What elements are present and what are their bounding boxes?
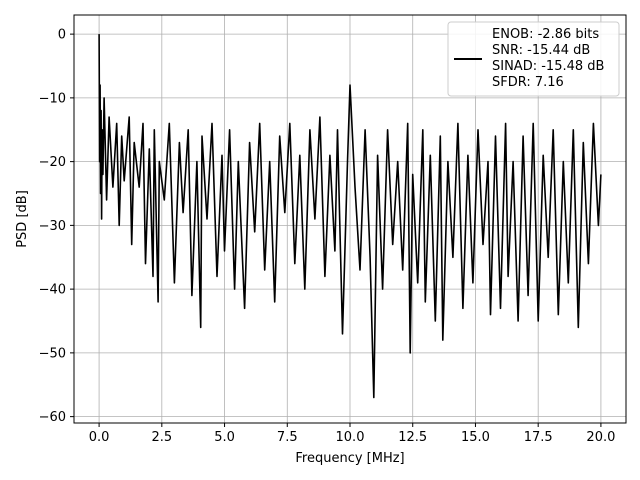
x-tick-label: 7.5 — [277, 430, 298, 445]
y-tick-label: −50 — [39, 346, 66, 361]
x-tick-label: 2.5 — [151, 430, 172, 445]
y-tick-label: −40 — [39, 283, 66, 298]
x-tick-label: 0.0 — [89, 430, 110, 445]
psd-trace — [98, 34, 602, 399]
legend-entry: ENOB: -2.86 bits — [492, 27, 599, 42]
x-tick-label: 5.0 — [214, 430, 235, 445]
x-axis: 0.0 2.5 5.0 7.5 10.0 12.5 15.0 17.5 20.0 — [89, 423, 615, 445]
x-tick-label: 17.5 — [524, 430, 553, 445]
x-tick-label: 15.0 — [461, 430, 490, 445]
x-tick-label: 10.0 — [336, 430, 365, 445]
x-tick-label: 20.0 — [586, 430, 615, 445]
y-tick-label: 0 — [58, 28, 66, 43]
legend-box — [447, 21, 620, 97]
legend-entry: SNR: -15.44 dB — [492, 43, 590, 58]
legend-entry: SFDR: 7.16 — [492, 75, 564, 90]
y-tick-label: −20 — [39, 155, 66, 170]
y-tick-label: −30 — [39, 219, 66, 234]
y-tick-label: −10 — [39, 91, 66, 106]
y-axis: 0 −10 −20 −30 −40 −50 −60 — [39, 28, 74, 425]
x-tick-label: 12.5 — [398, 430, 427, 445]
legend-entry: SINAD: -15.48 dB — [492, 59, 604, 74]
y-axis-title: PSD [dB] — [15, 190, 30, 248]
y-tick-label: −60 — [39, 410, 66, 425]
psd-series-line — [98, 34, 602, 399]
x-axis-title: Frequency [MHz] — [295, 451, 404, 466]
